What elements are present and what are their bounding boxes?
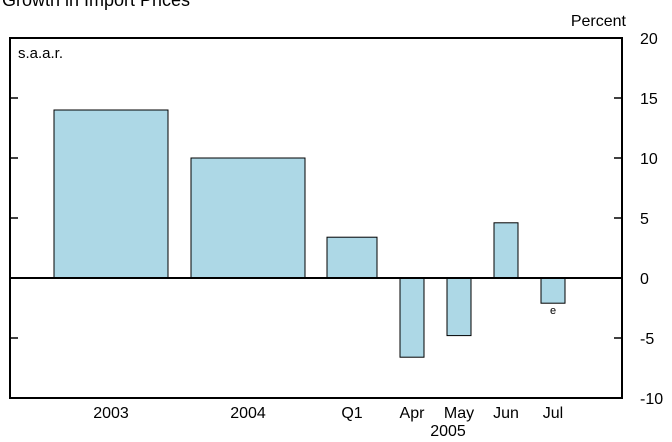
bars-group: e [53, 109, 566, 358]
bar-apr [399, 277, 425, 358]
y-tick-label: 0 [640, 271, 649, 288]
year-group-label: 2005 [430, 423, 466, 440]
x-tick-label-apr: Apr [400, 405, 426, 422]
x-tick-label-jun: Jun [493, 405, 519, 422]
bar-2004 [190, 157, 306, 279]
x-axis: 2003 2004 Q1 Apr May Jun Jul [93, 405, 563, 422]
y-tick-label: 20 [640, 31, 658, 48]
x-tick-label-jul: Jul [543, 405, 563, 422]
unit-label: Percent [571, 13, 627, 30]
bar-jun [493, 222, 519, 279]
y-tick-label: 10 [640, 151, 658, 168]
x-tick-label-2004: 2004 [230, 405, 266, 422]
y-tick-label: 5 [640, 211, 649, 228]
bar-may [446, 277, 472, 337]
x-tick-label-q1: Q1 [341, 405, 362, 422]
estimate-annotation: e [550, 305, 556, 317]
y-tick-label: -5 [640, 331, 654, 348]
y-axis: -10 -5 0 5 10 15 20 [10, 31, 663, 408]
bar-jul [540, 277, 566, 304]
bar-2003 [53, 109, 169, 279]
chart-title: Growth in Import Prices [2, 0, 190, 10]
y-tick-label: -10 [640, 391, 663, 408]
y-tick-label: 15 [640, 91, 658, 108]
x-tick-label-may: May [444, 405, 474, 422]
x-tick-label-2003: 2003 [93, 405, 129, 422]
bar-q1 [326, 236, 378, 279]
saar-note: s.a.a.r. [18, 45, 63, 62]
